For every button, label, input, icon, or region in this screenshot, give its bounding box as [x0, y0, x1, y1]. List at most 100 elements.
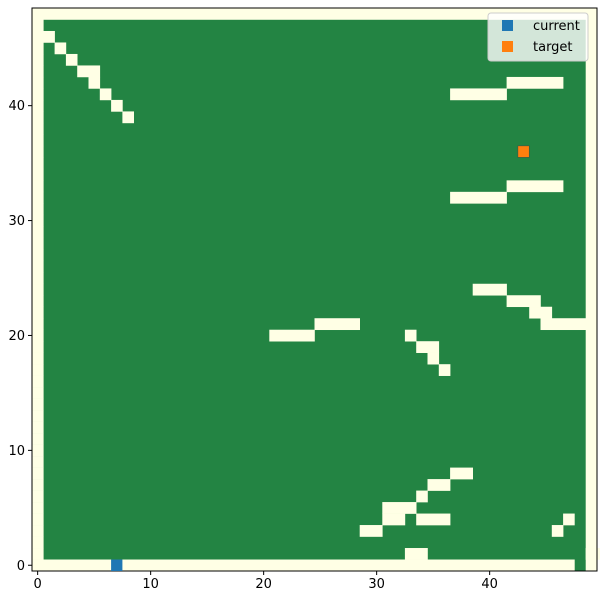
open-cell: [563, 513, 575, 526]
open-cell: [529, 306, 553, 319]
open-cell: [32, 410, 44, 422]
open-cell: [551, 525, 564, 537]
y-tick-label: 10: [8, 444, 25, 459]
open-cell: [32, 295, 44, 308]
open-cell: [472, 283, 507, 296]
open-cell: [450, 467, 473, 480]
open-cell: [32, 180, 44, 193]
open-cell: [427, 352, 440, 365]
open-cell: [32, 65, 44, 78]
axes-frame: [31, 7, 598, 572]
open-cell: [32, 19, 44, 32]
open-cell: [88, 76, 101, 89]
open-cell: [32, 249, 44, 262]
open-cell: [32, 30, 55, 43]
open-cell: [314, 318, 360, 331]
open-cell: [506, 76, 564, 89]
open-cell: [32, 272, 44, 285]
legend-swatch-target: [502, 41, 513, 52]
open-cell: [585, 548, 600, 560]
legend-swatch-current: [502, 20, 513, 31]
legend: current target: [487, 12, 589, 62]
open-cell: [77, 65, 101, 78]
open-cell: [382, 502, 417, 514]
x-tick-label: 20: [255, 577, 272, 592]
open-cell: [32, 341, 44, 353]
open-cell: [32, 421, 44, 434]
open-cell: [506, 295, 541, 308]
open-cell: [32, 191, 44, 204]
open-cell: [32, 8, 598, 20]
open-cell: [32, 502, 44, 514]
open-cell: [32, 352, 44, 365]
open-cell: [99, 88, 112, 101]
open-cell: [32, 237, 44, 250]
open-cell: [32, 99, 44, 112]
open-cell: [32, 456, 44, 468]
open-cell: [32, 387, 44, 399]
y-axis: 0 10 20 30 40: [8, 99, 32, 574]
y-tick-label: 20: [8, 329, 25, 344]
x-axis: 0 10 20 30 40: [34, 571, 498, 592]
open-cell: [32, 42, 44, 55]
x-tick-label: 0: [34, 577, 42, 592]
open-cell: [54, 42, 67, 55]
open-cell: [32, 433, 44, 445]
x-tick-label: 30: [368, 577, 385, 592]
open-cell: [32, 145, 44, 158]
legend-label-target: target: [533, 40, 573, 55]
open-cell: [450, 88, 507, 101]
open-cell: [416, 490, 428, 503]
open-cell: [416, 513, 451, 526]
open-cell: [359, 525, 383, 537]
open-cell: [32, 329, 44, 342]
open-cell: [32, 513, 44, 526]
open-cell: [32, 53, 44, 66]
open-cell: [32, 490, 44, 503]
y-tick-label: 40: [8, 99, 25, 114]
open-cell: [32, 88, 44, 101]
open-cell: [32, 76, 44, 89]
y-tick-label: 0: [17, 559, 25, 574]
open-cell: [111, 99, 123, 112]
open-cell: [32, 467, 44, 480]
open-cell: [382, 513, 406, 526]
open-cell: [506, 180, 564, 193]
open-cell: [269, 329, 315, 342]
y-tick-label: 30: [8, 214, 25, 229]
open-cell: [450, 191, 507, 204]
open-cell: [32, 260, 44, 273]
target-marker: [517, 145, 530, 158]
open-cell: [32, 203, 44, 216]
open-cell: [32, 226, 44, 239]
open-cell: [65, 53, 78, 66]
open-cell: [404, 548, 428, 560]
plot-area: [32, 8, 600, 572]
open-cell: [32, 283, 44, 296]
open-cell: [122, 111, 134, 124]
open-cell: [32, 306, 44, 319]
open-cell: [32, 318, 44, 331]
open-cell: [540, 318, 586, 331]
open-cell: [32, 536, 44, 549]
open-cell: [427, 479, 451, 491]
open-cell: [32, 157, 44, 170]
open-cell: [416, 341, 440, 353]
open-cell: [32, 398, 44, 411]
x-tick-label: 10: [142, 577, 159, 592]
open-cell: [32, 122, 44, 135]
open-cell: [32, 364, 44, 376]
open-cell: [32, 548, 44, 560]
open-cell: [32, 214, 44, 227]
open-cell: [32, 134, 44, 147]
x-tick-label: 40: [481, 577, 498, 592]
open-cell: [32, 375, 44, 388]
open-cell: [32, 525, 44, 537]
current-marker: [111, 559, 123, 571]
open-cell: [404, 329, 417, 342]
legend-label-current: current: [533, 19, 580, 34]
open-cell: [32, 168, 44, 181]
open-cell: [32, 111, 44, 124]
markers: [111, 145, 530, 571]
